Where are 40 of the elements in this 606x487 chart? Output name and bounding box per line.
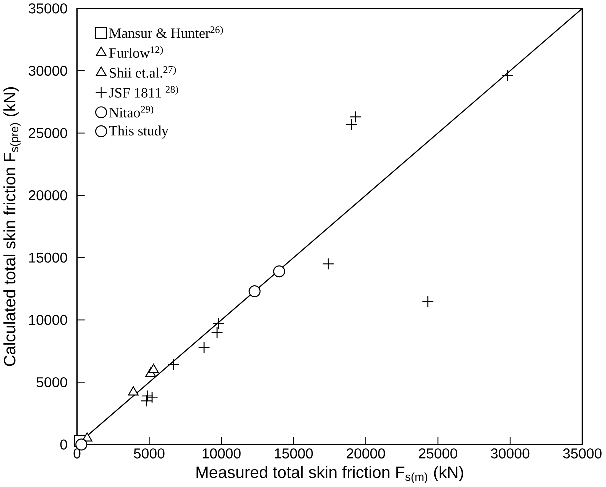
x-tick-label: 20000 — [346, 448, 386, 459]
y-tick-label: 0 — [60, 440, 68, 450]
point — [422, 295, 434, 308]
point — [146, 391, 158, 404]
point — [211, 326, 224, 339]
x-tick-label: 5000 — [134, 448, 165, 459]
legend-label: Furlow$^{12)}$ — [110, 46, 164, 58]
point — [273, 266, 286, 278]
x-tick-label: 15000 — [275, 448, 314, 459]
point — [350, 111, 362, 124]
y-tick-label: 5000 — [36, 377, 68, 388]
point — [142, 390, 154, 402]
x-tick-label: 25000 — [419, 448, 458, 459]
legend-label: This study — [109, 126, 169, 139]
legend-label: Nitao$^{29)}$ — [110, 106, 154, 118]
x-tick-label: 35000 — [563, 448, 602, 459]
point — [198, 342, 210, 354]
y-tick-label: 30000 — [28, 66, 68, 76]
x-axis-title: Measured total skin friction F$_{s(m)}$ (kN) — [196, 466, 464, 484]
legend-label: Mansur & Hunter$^{26)}$ — [110, 26, 224, 38]
legend-label: Shii et.al.$^{27)}$ — [110, 66, 176, 78]
y-tick-label: 15000 — [29, 252, 68, 263]
y-axis-title: Calculated total skin friction F$_{s(pre)}$ (kN) — [4, 87, 21, 366]
y-tick-label: 35000 — [28, 4, 68, 14]
point — [212, 318, 225, 330]
x-tick-label: 10000 — [202, 448, 241, 459]
y-tick-label: 10000 — [29, 315, 68, 326]
y-tick-label: 20000 — [29, 190, 68, 201]
point — [346, 118, 358, 131]
x-tick-label: 0 — [74, 448, 81, 459]
point — [502, 70, 514, 82]
x-tick-label: 30000 — [491, 448, 530, 459]
point — [148, 364, 160, 374]
y-tick-label: 25000 — [29, 128, 68, 138]
point — [322, 258, 334, 270]
point — [140, 395, 153, 408]
point — [248, 286, 261, 298]
legend-label: JSF 1811 $^{28)}$ — [109, 86, 178, 98]
point — [128, 386, 139, 396]
point — [168, 359, 180, 371]
